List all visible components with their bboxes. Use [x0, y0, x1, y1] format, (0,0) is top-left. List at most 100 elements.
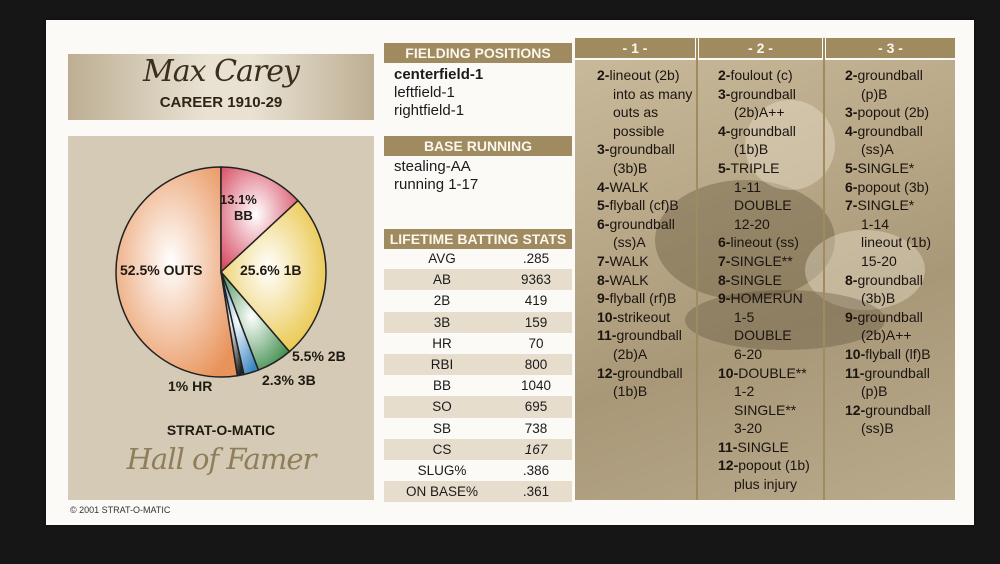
fielding-primary: centerfield-1	[394, 66, 484, 83]
result-line: 6-groundball	[597, 215, 719, 234]
result-text: lineout (ss)	[730, 234, 799, 251]
result-text: DOUBLE	[734, 197, 792, 214]
dice-roll-number: 4-	[845, 122, 858, 139]
result-text: WALK	[609, 252, 649, 269]
result-line: (2b)A++	[718, 103, 840, 122]
base-running-header: BASE RUNNING	[384, 136, 572, 156]
name-banner: Max Carey CAREER 1910-29	[68, 54, 374, 120]
result-line: 15-20	[845, 252, 967, 271]
result-line: plus injury	[718, 475, 840, 494]
result-line: 1-14	[845, 215, 967, 234]
result-line: 6-popout (3b)	[845, 178, 967, 197]
result-line: 11-groundball	[597, 326, 719, 345]
brand-name: STRAT-O-MATIC	[166, 422, 276, 438]
result-column-2: 2-foulout (c) 3-groundball (2b)A++ 4-ground…	[718, 66, 840, 494]
result-text: groundball	[730, 85, 796, 102]
stat-label: AB	[432, 272, 451, 288]
result-text: groundball	[617, 364, 683, 381]
stat-label: SB	[432, 420, 451, 436]
result-line: 10-strikeout	[597, 308, 719, 327]
result-line: 6-20	[718, 345, 840, 364]
dice-roll-number: 5-	[845, 159, 858, 176]
stat-value: .386	[522, 462, 550, 478]
result-line: 12-popout (1b)	[718, 456, 840, 475]
result-text: into as many	[613, 85, 693, 102]
result-text: 6-20	[734, 345, 763, 362]
result-text: flyball (cf)B	[609, 197, 679, 214]
result-line: 7-WALK	[597, 252, 719, 271]
dice-roll-number: 6-	[597, 215, 610, 232]
result-text: 12-20	[734, 215, 770, 232]
dice-roll-number: 3-	[845, 104, 858, 121]
result-line: 2-lineout (2b)	[597, 66, 719, 85]
result-line: lineout (1b)	[845, 233, 967, 252]
result-text: popout (1b)	[738, 457, 810, 474]
stat-row: BB 1040	[384, 375, 572, 396]
result-text: (ss)B	[861, 420, 894, 437]
result-line: 12-groundball	[845, 401, 967, 420]
result-line: 3-20	[718, 419, 840, 438]
stat-value: 419	[524, 293, 548, 309]
result-text: (p)B	[861, 85, 888, 102]
result-text: DOUBLE**	[738, 364, 807, 381]
photo-highlight	[745, 100, 835, 190]
result-text: plus injury	[734, 476, 798, 493]
stat-row: AB 9363	[384, 269, 572, 291]
result-text: (1b)B	[734, 141, 769, 158]
pie-label-hr: 1% HR	[168, 378, 213, 394]
dice-roll-number: 4-	[597, 178, 610, 195]
dice-roll-number: 9-	[718, 290, 731, 307]
column-divider	[823, 38, 825, 500]
result-text: 1-5	[734, 308, 755, 325]
result-line: DOUBLE	[718, 196, 840, 215]
result-text: SINGLE	[737, 438, 789, 455]
result-line: 12-groundball	[597, 364, 719, 383]
stat-value: .361	[522, 484, 550, 500]
result-line: (1b)B	[597, 382, 719, 401]
result-line: 7-SINGLE*	[845, 196, 967, 215]
pie-panel: 52.5% OUTS 13.1% BB 25.6% 1B 5.5% 2B 2.3…	[68, 136, 374, 500]
stat-row: HR 70	[384, 333, 572, 354]
result-line: (p)B	[845, 85, 967, 104]
photo-shadow	[685, 290, 885, 350]
result-line: 9-HOMERUN	[718, 289, 840, 308]
result-line: (ss)B	[845, 419, 967, 438]
result-line: 4-groundball	[718, 122, 840, 141]
photo-highlight	[805, 230, 925, 310]
stat-value: 70	[528, 335, 544, 351]
result-text: SINGLE	[730, 271, 782, 288]
dice-roll-number: 6-	[845, 178, 858, 195]
result-line: 1-5	[718, 308, 840, 327]
dice-roll-number: 11-	[597, 327, 617, 344]
result-text: groundball	[857, 271, 923, 288]
dice-roll-number: 9-	[845, 308, 858, 325]
column-divider	[696, 38, 698, 500]
result-line: 9-groundball	[845, 308, 967, 327]
result-text: DOUBLE	[734, 327, 792, 344]
pie-label-2b: 5.5% 2B	[292, 348, 346, 364]
result-line: into as many	[597, 85, 719, 104]
result-text: (2b)A++	[861, 327, 912, 344]
result-text: SINGLE*	[857, 197, 915, 214]
dice-roll-number: 2-	[597, 67, 610, 83]
result-line: 6-lineout (ss)	[718, 233, 840, 252]
fielding-list: centerfield-1 leftfield-1 rightfield-1	[394, 66, 483, 120]
result-column-1: 2-lineout (2b) into as many outs as possibl…	[597, 66, 719, 401]
result-line: 4-WALK	[597, 178, 719, 197]
result-text: (1b)B	[613, 383, 648, 400]
stat-label: BB	[432, 378, 451, 394]
column-header-3: - 3 -	[826, 38, 955, 58]
column-header-2: - 2 -	[699, 38, 822, 58]
pie-slice-bb	[220, 166, 300, 274]
result-text: SINGLE**	[730, 252, 793, 269]
result-text: groundball	[616, 327, 682, 344]
dice-roll-number: 7-	[597, 252, 610, 269]
stat-row: 2B 419	[384, 290, 572, 311]
result-text: groundball	[864, 364, 930, 381]
result-text: groundball	[730, 122, 796, 139]
stat-row: 3B 159	[384, 311, 572, 333]
result-text: (3b)B	[613, 159, 648, 176]
result-line: (p)B	[845, 382, 967, 401]
result-text: (p)B	[861, 383, 888, 400]
result-text: flyball (lf)B	[865, 345, 931, 362]
